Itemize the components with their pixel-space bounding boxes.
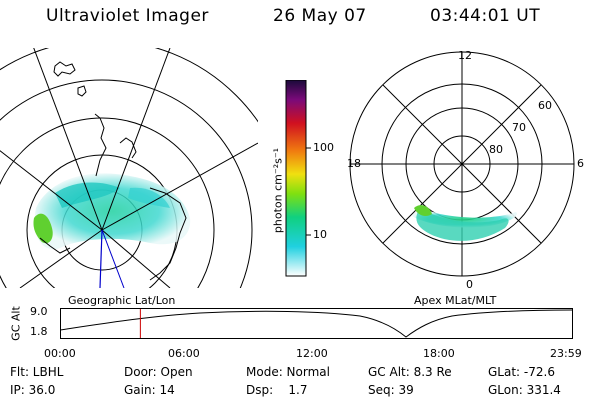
status-ip: IP: 36.0	[10, 383, 56, 397]
status-glon: GLon: 331.4	[488, 383, 561, 397]
xtick-0600: 06:00	[168, 347, 200, 360]
mlt-label-6: 6	[577, 157, 584, 170]
status-glat: GLat: -72.6	[488, 365, 555, 379]
time-label: 03:44:01 UT	[430, 6, 541, 26]
altitude-ytick-bottom: 1.8	[30, 325, 48, 338]
mlt-label-12: 12	[458, 49, 472, 62]
mlt-label-18: 18	[347, 157, 361, 170]
geographic-panel-label: Geographic Lat/Lon	[68, 294, 176, 307]
apex-panel-label: Apex MLat/MLT	[414, 294, 497, 307]
altitude-curve	[60, 309, 573, 338]
status-gc-alt: GC Alt: 8.3 Re	[368, 365, 452, 379]
status-flt: Flt: LBHL	[10, 365, 64, 379]
mlt-label-0: 0	[466, 278, 473, 291]
status-seq: Seq: 39	[368, 383, 414, 397]
xtick-2359: 23:59	[550, 347, 582, 360]
altitude-ytick-top: 9.0	[30, 305, 48, 318]
aurora-emission-right	[412, 205, 517, 241]
status-dsp: Dsp: 1.7	[246, 383, 308, 397]
status-gain: Gain: 14	[124, 383, 175, 397]
pointing-line	[99, 229, 103, 288]
lat-label-60: 60	[538, 99, 552, 112]
altitude-ylabel: GC Alt	[9, 306, 23, 341]
xtick-1800: 18:00	[423, 347, 455, 360]
colorbar-tick-100: 100	[313, 141, 334, 154]
colorbar-tick-10: 10	[313, 228, 327, 241]
lat-label-80: 80	[489, 143, 503, 156]
xtick-0000: 00:00	[44, 347, 76, 360]
status-mode: Mode: Normal	[246, 365, 330, 379]
colorbar-unit-label: photon cm⁻²s⁻¹	[271, 147, 285, 234]
aurora-emission-left	[33, 173, 191, 250]
lat-label-70: 70	[512, 121, 526, 134]
colorbar	[285, 80, 311, 277]
instrument-title: Ultraviolet Imager	[46, 6, 209, 26]
geographic-map	[0, 48, 258, 288]
date-label: 26 May 07	[273, 6, 367, 26]
xtick-1200: 12:00	[296, 347, 328, 360]
apex-polar-plot	[349, 51, 575, 277]
status-door: Door: Open	[124, 365, 193, 379]
altitude-plot	[60, 308, 573, 339]
